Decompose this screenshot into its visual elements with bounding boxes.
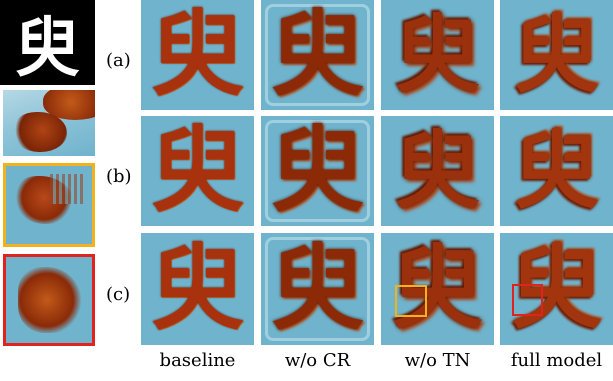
leaf-cluster-shape [13, 112, 67, 152]
glyph-render: 臾 [395, 6, 480, 104]
glyph-render: 臾 [151, 117, 244, 224]
column-label-full-model: full model [510, 350, 603, 371]
blur-frame-artifact [265, 4, 370, 106]
glyph-render: 臾 [271, 235, 364, 342]
glyph-render: 臾 [271, 1, 364, 108]
panel-b-baseline: 臾 [141, 116, 254, 226]
panel-b-full-model: 臾 [500, 116, 613, 226]
glyph-render: 臾 [514, 122, 599, 220]
column-label-baseline: baseline [159, 350, 236, 371]
panel-c-baseline: 臾 [141, 233, 254, 345]
panel-a-wo-tn: 臾 [381, 0, 494, 110]
panel-a-wo-cr: 臾 [261, 0, 374, 110]
panel-b-wo-cr: 臾 [261, 116, 374, 226]
glyph-render: 臾 [395, 122, 480, 220]
crop-leaf-shape [18, 267, 82, 333]
panel-b-wo-tn: 臾 [381, 116, 494, 226]
style-exemplar-image [3, 90, 95, 156]
row-label-c: (c) [106, 284, 131, 305]
row-label-b: (b) [106, 166, 132, 187]
column-label-wo-tn: w/o TN [404, 350, 471, 371]
panel-c-full-model: 臾 [500, 233, 613, 345]
blur-frame-artifact [265, 120, 370, 222]
column-label-wo-cr: w/o CR [284, 350, 351, 371]
panel-c-wo-cr: 臾 [261, 233, 374, 345]
glyph-render: 臾 [151, 1, 244, 108]
glyph-render: 臾 [514, 6, 599, 104]
panel-a-baseline: 臾 [141, 0, 254, 110]
glyph-render: 臾 [271, 117, 364, 224]
blur-frame-artifact [265, 237, 370, 341]
panel-c-wo-tn: 臾 [381, 233, 494, 345]
glyph-render: 臾 [511, 236, 602, 341]
row-label-a: (a) [106, 50, 131, 71]
glyph-render: 臾 [392, 236, 483, 341]
glyph-render: 臾 [151, 235, 244, 342]
crop-artifact-shape [50, 174, 86, 204]
yellow-highlight-box [395, 285, 427, 317]
yellow-zoom-crop [3, 163, 95, 247]
red-zoom-crop [3, 254, 95, 346]
reference-glyph: 臾 [0, 0, 95, 86]
red-highlight-box [512, 284, 543, 316]
panel-a-full-model: 臾 [500, 0, 613, 110]
